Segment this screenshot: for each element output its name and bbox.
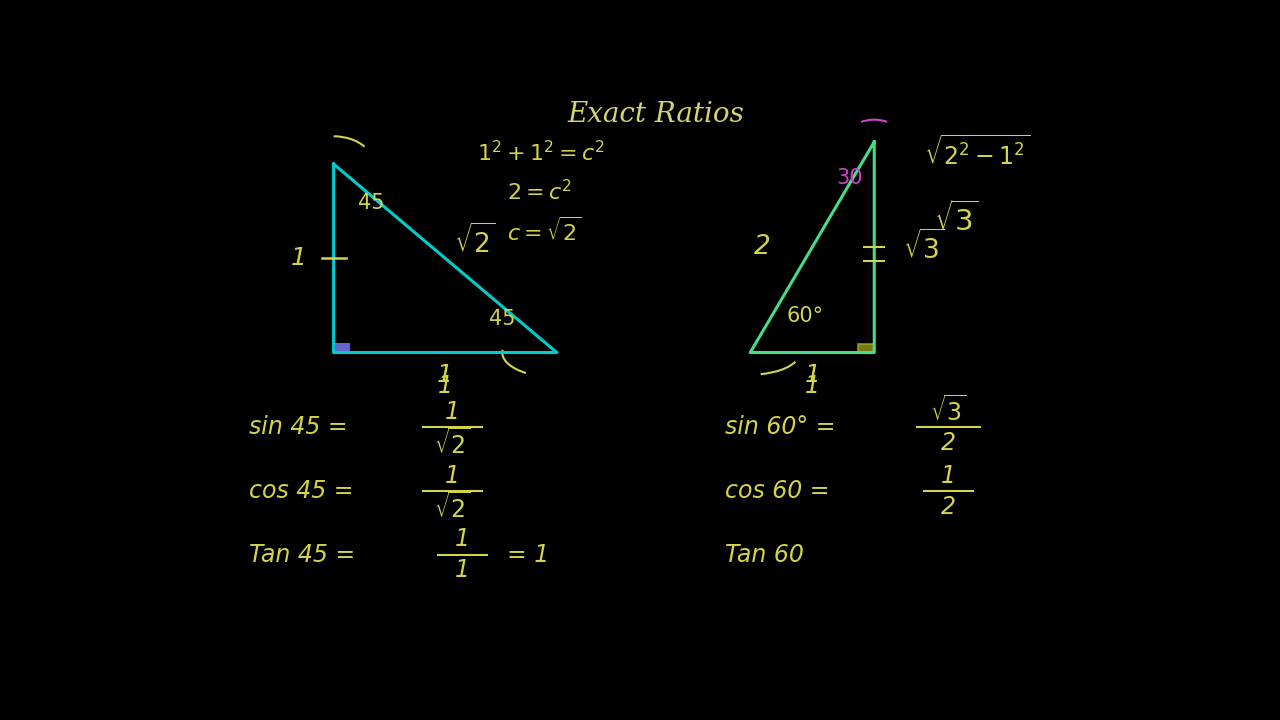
Bar: [859, 343, 874, 353]
Text: $c = \sqrt{2}$: $c = \sqrt{2}$: [507, 216, 581, 245]
Text: 1: 1: [438, 374, 453, 397]
Text: 1: 1: [805, 374, 819, 397]
Text: $\sqrt{3}$: $\sqrt{3}$: [934, 202, 978, 238]
Text: cos 60 =: cos 60 =: [726, 479, 829, 503]
Text: $\sqrt{3}$: $\sqrt{3}$: [904, 230, 945, 264]
Text: 1: 1: [445, 400, 460, 424]
Text: $\sqrt{2}$: $\sqrt{2}$: [434, 492, 471, 523]
Text: $1^2+1^2 = c^2$: $1^2+1^2 = c^2$: [477, 140, 605, 166]
Text: 2: 2: [941, 495, 956, 518]
Text: $2 = c^2$: $2 = c^2$: [507, 179, 572, 204]
Text: Tan 60: Tan 60: [726, 543, 804, 567]
Text: $\sqrt{2^2-1^2}$: $\sqrt{2^2-1^2}$: [924, 135, 1030, 171]
Text: 2: 2: [941, 431, 956, 455]
Text: $\sqrt{3}$: $\sqrt{3}$: [931, 395, 966, 426]
Text: = 1: = 1: [507, 543, 549, 567]
Bar: [334, 343, 349, 353]
Text: Exact Ratios: Exact Ratios: [567, 101, 745, 127]
Text: 1: 1: [456, 527, 470, 552]
Text: 1: 1: [941, 464, 956, 487]
Text: sin 60° =: sin 60° =: [726, 415, 836, 439]
Text: $\sqrt{2}$: $\sqrt{2}$: [454, 224, 495, 259]
Text: 1: 1: [445, 464, 460, 487]
Text: 60°: 60°: [786, 307, 823, 326]
Text: sin 45 =: sin 45 =: [250, 415, 348, 439]
Text: 1: 1: [438, 363, 453, 387]
Text: cos 45 =: cos 45 =: [250, 479, 353, 503]
Text: $\sqrt{2}$: $\sqrt{2}$: [434, 428, 471, 459]
Text: 2: 2: [754, 234, 771, 260]
Text: 45: 45: [358, 193, 384, 213]
Text: Tan 45 =: Tan 45 =: [250, 543, 356, 567]
Text: 1: 1: [804, 363, 820, 387]
Text: 45: 45: [489, 310, 516, 329]
Text: 30: 30: [836, 168, 863, 188]
Text: 1: 1: [456, 559, 470, 582]
Text: 1: 1: [291, 246, 307, 270]
